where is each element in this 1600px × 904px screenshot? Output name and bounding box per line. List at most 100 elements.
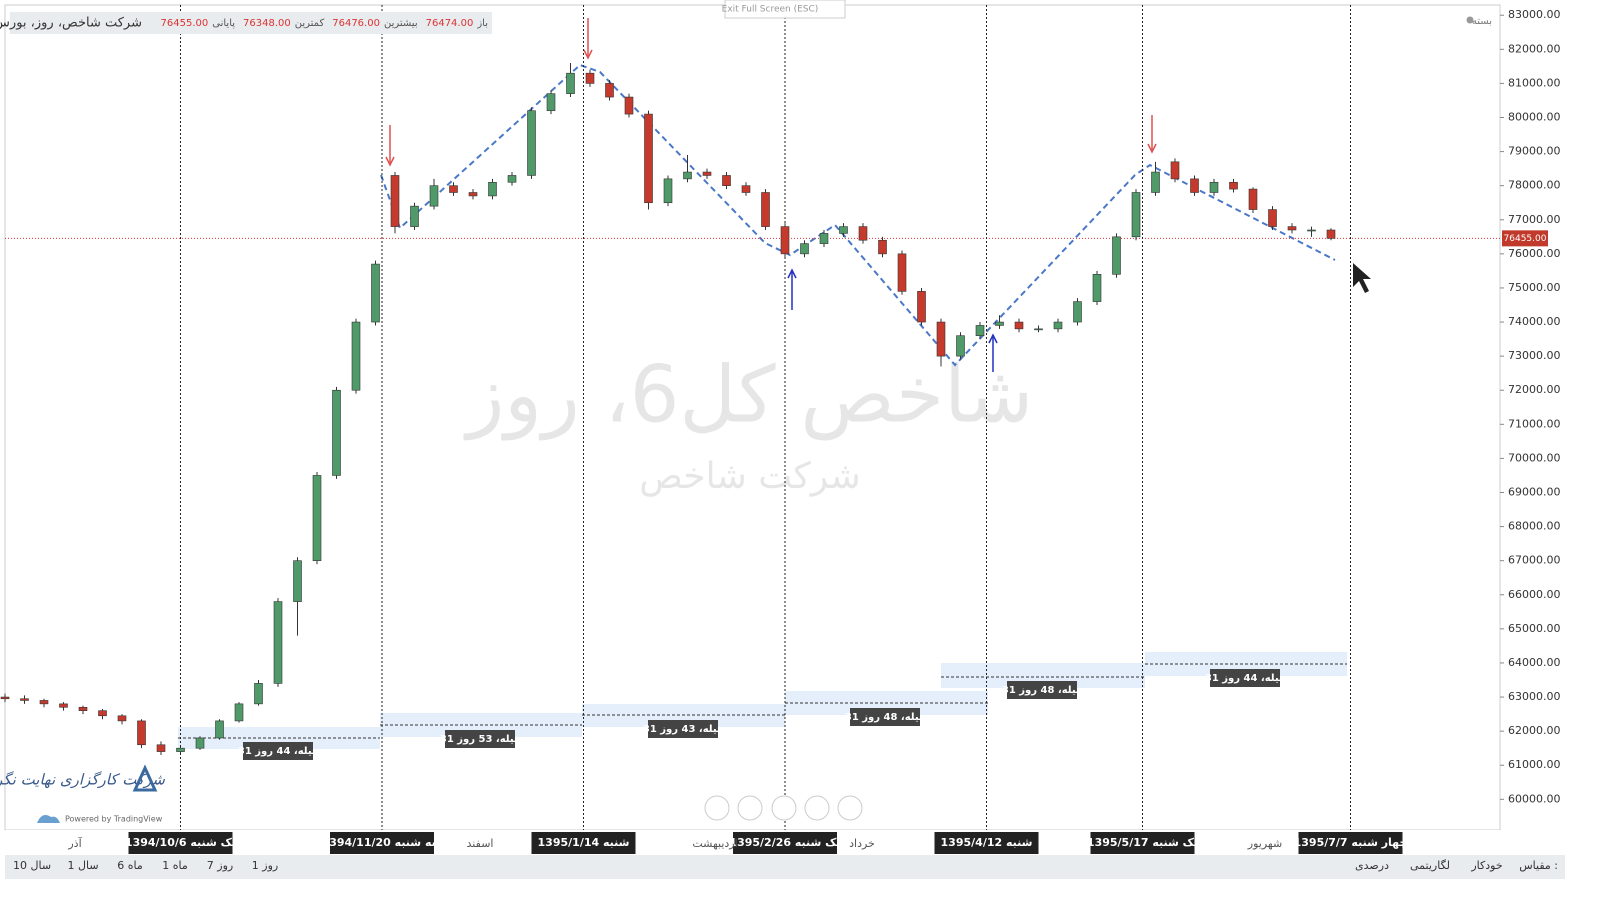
y-tick-label: 76000.00 <box>1508 247 1561 260</box>
candle-body <box>59 703 68 708</box>
candle-body <box>39 700 49 705</box>
candle-body <box>605 83 614 98</box>
date-label: شنبه 1395/1/14 <box>538 836 630 849</box>
candle-body <box>761 192 770 227</box>
candle-body <box>780 226 790 255</box>
candle-body <box>1190 178 1199 193</box>
tv-logo <box>37 815 60 823</box>
toolbar <box>5 855 1565 879</box>
candle-body <box>858 226 868 241</box>
candle-body <box>117 715 127 722</box>
candle-body <box>1229 181 1238 190</box>
last-price-label: 76455.00 <box>1504 234 1547 244</box>
signal-arrows <box>385 18 1157 372</box>
candle-body <box>1268 209 1277 227</box>
y-tick-label: 66000.00 <box>1508 588 1561 601</box>
candle-body <box>1209 181 1219 193</box>
candle-body <box>1170 161 1180 180</box>
candle-body <box>1248 188 1258 210</box>
nav-button[interactable] <box>737 795 763 821</box>
header-value: 76455.00 <box>161 18 209 29</box>
date-box <box>1298 832 1403 854</box>
candle-body <box>488 181 497 197</box>
y-tick-label: 83000.00 <box>1508 8 1561 21</box>
candle-body <box>644 113 653 204</box>
y-tick-label: 77000.00 <box>1508 213 1561 226</box>
header-bar <box>10 12 492 34</box>
candle-body <box>1073 301 1082 323</box>
candle-body <box>254 683 263 705</box>
candle-body <box>410 205 419 227</box>
header-name: پایانی <box>212 18 235 29</box>
y-tick-label: 67000.00 <box>1508 554 1561 567</box>
period-button[interactable]: 1 روز <box>252 859 278 872</box>
candle-body <box>702 171 712 176</box>
header-name: کمترین <box>295 18 325 29</box>
candle-body <box>975 325 985 336</box>
candle-body <box>878 239 887 255</box>
candle-body <box>507 175 517 183</box>
candle-body <box>839 226 848 234</box>
date-box <box>733 832 837 854</box>
month-label: آذر <box>67 836 82 850</box>
range-label: میله، 48 روز 31 <box>845 712 925 723</box>
date-box <box>128 832 233 854</box>
date-box <box>531 832 636 854</box>
candle-body <box>1053 321 1063 330</box>
date-box <box>330 832 434 854</box>
candle-body <box>20 698 29 701</box>
candle-body <box>293 560 302 602</box>
nav-button[interactable] <box>771 795 797 821</box>
date-label: سه شنبه 1394/11/20 <box>322 836 443 849</box>
date-label: شنبه 1395/4/12 <box>941 836 1033 849</box>
candle-body <box>0 696 10 700</box>
candle-body <box>800 243 809 255</box>
y-tick-label: 79000.00 <box>1508 145 1561 158</box>
y-tick-label: 65000.00 <box>1508 622 1561 635</box>
date-label: یک شنبه 1394/10/6 <box>125 836 236 849</box>
status: بسته <box>1472 16 1492 27</box>
period-button[interactable]: 6 ماه <box>117 859 143 872</box>
candle-body <box>234 703 244 722</box>
candle-body <box>215 720 224 739</box>
watermark: شاخص کل6، روز <box>463 350 1034 441</box>
candle-body <box>936 321 946 357</box>
candle-body <box>995 321 1004 326</box>
nav-button[interactable] <box>804 795 830 821</box>
y-tick-label: 62000.00 <box>1508 724 1561 737</box>
candle-body <box>468 192 478 197</box>
period-button[interactable]: 1 ماه <box>162 859 188 872</box>
exit-label[interactable]: Exit Full Screen (ESC) <box>722 5 819 15</box>
y-tick-label: 78000.00 <box>1508 179 1561 192</box>
candle-body <box>585 72 595 84</box>
powered-by: Powered by TradingView <box>65 815 163 824</box>
candle-body <box>449 185 458 193</box>
watermark-sub: شرکت شاخص <box>639 456 860 497</box>
candle-body <box>371 263 380 323</box>
range-label: میله، 48 روز 31 <box>1002 685 1082 696</box>
status-dot <box>1466 16 1474 24</box>
period-button[interactable]: 10 سال <box>13 859 51 872</box>
candle-body <box>1131 192 1141 238</box>
y-tick-label: 69000.00 <box>1508 486 1561 499</box>
exit-button[interactable] <box>724 0 846 19</box>
scale-button[interactable]: درصدی <box>1355 859 1389 872</box>
candle-body <box>527 110 536 176</box>
nav-button[interactable] <box>837 795 863 821</box>
buy-arrow-head <box>787 268 797 279</box>
header-name: باز <box>476 18 488 29</box>
y-tick-label: 63000.00 <box>1508 690 1561 703</box>
logo-text: شرکت کارگزاری نهایت نگر <box>0 771 165 789</box>
sell-arrow-head <box>385 156 395 167</box>
y-tick-label: 70000.00 <box>1508 451 1561 464</box>
scale-button[interactable]: لگاریتمی <box>1410 859 1450 872</box>
scale-button[interactable]: خودکار <box>1470 859 1502 872</box>
candle-body <box>1151 171 1160 193</box>
period-button[interactable]: 1 سال <box>67 859 98 872</box>
candle-body <box>1326 229 1336 239</box>
period-button[interactable]: 7 روز <box>207 859 233 872</box>
candle-body <box>1034 328 1043 331</box>
logo-icon <box>132 764 158 792</box>
nav-button[interactable] <box>704 795 730 821</box>
candle-body <box>663 178 673 204</box>
